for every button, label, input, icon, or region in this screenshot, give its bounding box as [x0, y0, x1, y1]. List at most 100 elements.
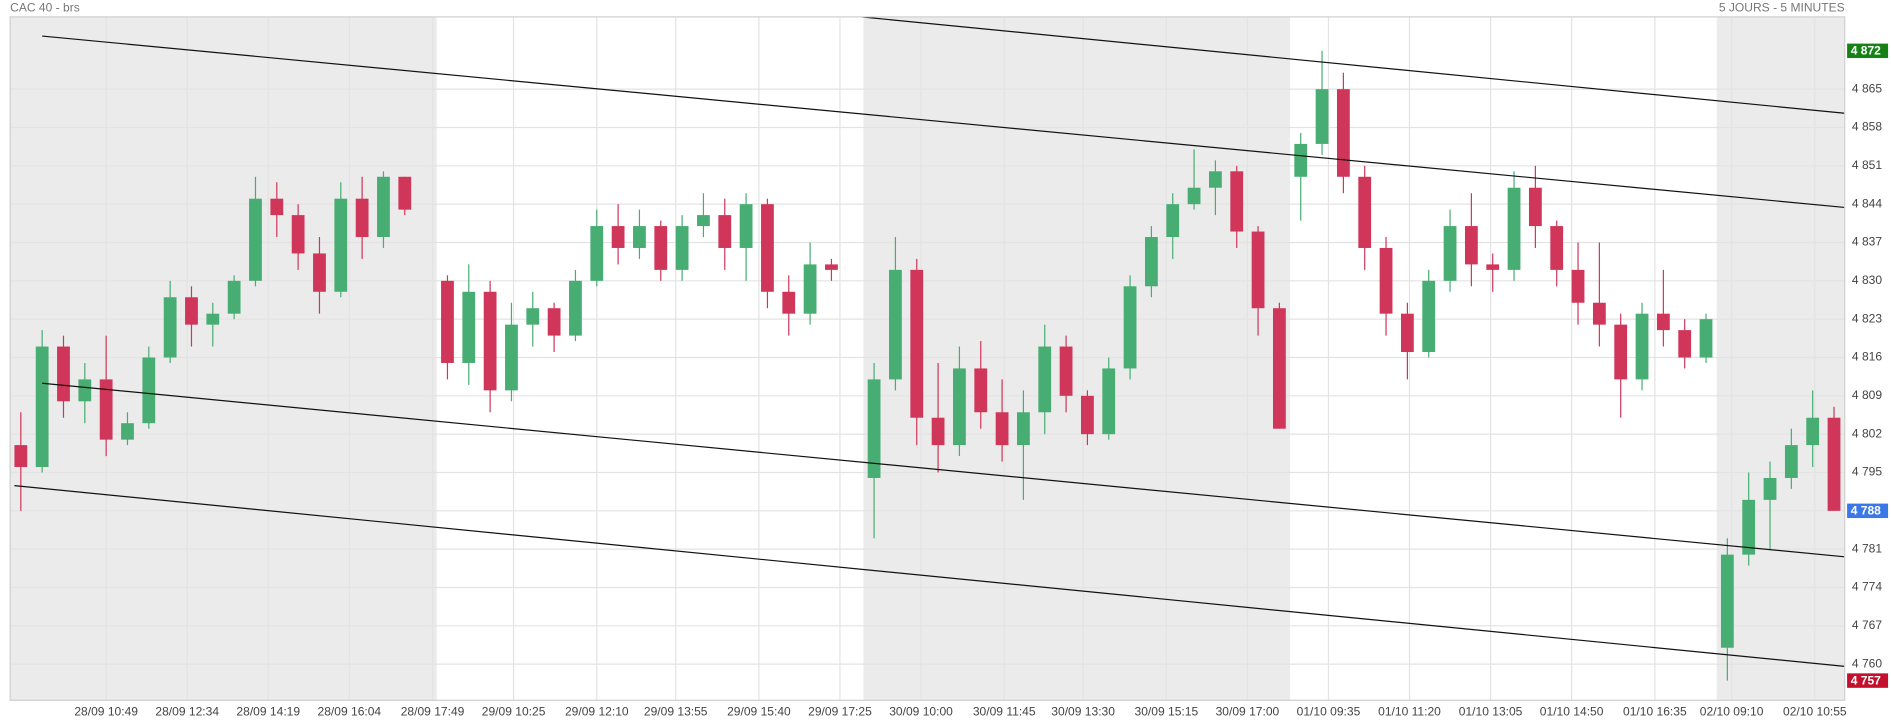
candle-body: [590, 226, 604, 281]
candle-body: [334, 198, 348, 292]
candle-body: [1656, 313, 1670, 331]
candle-body: [398, 176, 412, 210]
x-tick-label: 30/09 11:45: [973, 705, 1036, 719]
candle-body: [377, 176, 390, 238]
x-tick-label: 28/09 16:04: [318, 705, 382, 719]
x-tick-label: 28/09 12:34: [155, 705, 219, 719]
price-tag: [1847, 43, 1889, 59]
candle-body: [1187, 187, 1201, 205]
x-tick-label: 01/10 11:20: [1378, 705, 1441, 719]
y-tick-label: 4 830: [1852, 273, 1882, 287]
session-band: [10, 16, 437, 701]
candle-body: [35, 346, 49, 468]
candle-body: [163, 297, 177, 358]
candle-body: [270, 198, 284, 216]
candle-body: [825, 264, 838, 270]
candle-body: [1017, 412, 1030, 446]
session-band: [1716, 16, 1845, 701]
y-tick-label: 4 816: [1852, 350, 1882, 364]
chart-subtitle: 5 JOURS - 5 MINUTES: [1719, 1, 1845, 15]
candle-body: [910, 269, 924, 418]
candle-body: [291, 215, 305, 254]
x-tick-label: 02/10 10:55: [1783, 705, 1847, 719]
candle-body: [1315, 89, 1329, 144]
candle-body: [441, 280, 454, 363]
y-tick-label: 4 865: [1852, 81, 1882, 95]
x-tick-label: 28/09 14:19: [236, 705, 300, 719]
candle-body: [931, 417, 945, 446]
x-tick-label: 29/09 15:40: [727, 705, 791, 719]
candle-body: [206, 313, 220, 325]
candle-body: [1166, 204, 1180, 238]
candle-body: [1592, 302, 1606, 325]
trend-line: [42, 382, 1845, 558]
candle-body: [974, 368, 988, 413]
y-tick-label: 4 809: [1852, 388, 1882, 402]
candle-body: [803, 264, 817, 314]
x-tick-label: 01/10 16:35: [1623, 705, 1687, 719]
candle-body: [526, 308, 540, 325]
candle-body: [547, 308, 561, 336]
candle-body: [185, 297, 198, 325]
trend-line: [14, 485, 1845, 667]
x-tick-label: 02/10 09:10: [1700, 705, 1764, 719]
candle-body: [1443, 226, 1457, 281]
candle-body: [1379, 247, 1393, 314]
x-tick-label: 01/10 09:35: [1297, 705, 1361, 719]
candle-body: [57, 346, 70, 402]
candle-body: [1635, 313, 1649, 380]
candle-body: [782, 291, 796, 314]
candle-body: [505, 324, 518, 391]
candle-body: [1486, 264, 1500, 270]
candle-body: [249, 198, 262, 281]
candle-body: [995, 412, 1009, 446]
candle-body: [1614, 324, 1628, 380]
session-band: [863, 16, 1291, 701]
price-tag: [1847, 503, 1889, 519]
x-tick-label: 29/09 10:25: [482, 705, 546, 719]
candle-body: [1827, 417, 1841, 511]
plot-frame: [9, 16, 1846, 701]
candle-body: [1464, 226, 1478, 265]
candle-body: [1763, 477, 1777, 500]
candle-body: [1081, 395, 1094, 435]
candle-body: [142, 357, 156, 424]
y-tick-label: 4 858: [1852, 120, 1882, 134]
y-tick-label: 4 823: [1852, 311, 1882, 325]
candle-body: [313, 253, 326, 292]
candle-body: [654, 226, 668, 270]
candle-body: [462, 291, 476, 363]
candle-body: [1400, 313, 1414, 353]
candle-body: [1145, 237, 1158, 287]
x-tick-label: 30/09 13:30: [1051, 705, 1115, 719]
candle-body: [1806, 417, 1820, 446]
candle-body: [227, 280, 241, 314]
x-tick-label: 30/09 17:00: [1216, 705, 1280, 719]
y-tick-label: 4 802: [1852, 426, 1882, 440]
price-tag-label: 4 788: [1851, 504, 1881, 518]
candle-body: [1059, 346, 1073, 396]
y-tick-label: 4 767: [1852, 618, 1882, 632]
candle-body: [1678, 330, 1692, 358]
candle-body: [569, 280, 582, 336]
y-tick-label: 4 774: [1852, 580, 1882, 594]
candle-body: [1230, 171, 1244, 232]
trend-line: [861, 16, 1845, 114]
x-tick-label: 28/09 10:49: [74, 705, 138, 719]
x-tick-label: 29/09 17:25: [808, 705, 872, 719]
candle-body: [1358, 176, 1372, 248]
y-tick-label: 4 781: [1852, 541, 1882, 555]
candle-body: [953, 368, 966, 446]
candle-body: [1550, 226, 1564, 270]
candle-body: [14, 445, 28, 468]
candle-body: [355, 198, 369, 238]
candle-body: [633, 226, 646, 248]
candle-body: [1294, 143, 1308, 177]
price-tag-label: 4 872: [1851, 44, 1881, 58]
candle-body: [1720, 554, 1734, 648]
trend-line: [42, 35, 1845, 209]
candle-body: [697, 215, 710, 227]
candle-body: [867, 379, 881, 478]
x-tick-label: 29/09 13:55: [644, 705, 708, 719]
